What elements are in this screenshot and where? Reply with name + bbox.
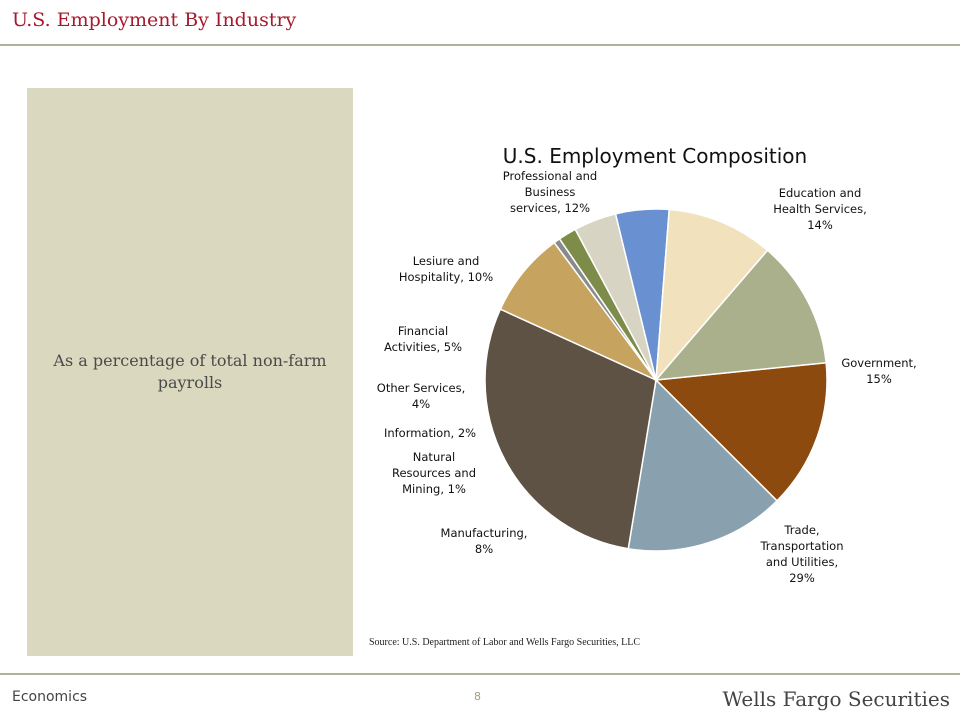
slice-label-9: Lesiure and Hospitality, 10% <box>399 254 493 284</box>
slice-label-4: Manufacturing, 8% <box>441 526 528 556</box>
slice-label-6: Information, 2% <box>384 426 476 440</box>
pie-slice-3 <box>484 308 657 550</box>
pie-slices <box>484 208 828 552</box>
slice-label-7: Other Services, 4% <box>377 381 465 411</box>
pie-chart: U.S. Employment Composition Education an… <box>377 144 917 585</box>
footer-section-label: Economics <box>12 689 88 705</box>
pie-slice-1 <box>654 361 828 502</box>
brand-logo: Wells Fargo Securities <box>722 687 951 711</box>
slice-label-3: Trade, Transportation and Utilities, 29% <box>759 523 843 585</box>
side-panel: As a percentage of total non-farm payrol… <box>27 88 353 656</box>
bottom-divider <box>0 673 960 675</box>
slice-label-2: Government, 15% <box>841 356 916 386</box>
slice-label-8: Financial Activities, 5% <box>384 324 462 354</box>
source-note: Source: U.S. Department of Labor and Wel… <box>369 637 640 648</box>
pie-slice-10 <box>654 249 827 381</box>
chart-title: U.S. Employment Composition <box>503 144 807 168</box>
pie-labels: Education and Health Services, 14% Governme… <box>377 169 917 585</box>
pie-slice-9 <box>655 208 769 383</box>
page-number: 8 <box>474 690 481 703</box>
pie-slice-2 <box>627 378 779 552</box>
slide-title: U.S. Employment By Industry <box>12 9 297 31</box>
slice-label-1: Education and Health Services, 14% <box>773 186 867 232</box>
slice-label-5: Natural Resources and Mining, 1% <box>392 450 476 496</box>
slice-label-10: Professional and Business services, 12% <box>503 169 597 215</box>
side-panel-text: As a percentage of total non-farm payrol… <box>53 351 327 392</box>
top-divider <box>0 44 960 46</box>
